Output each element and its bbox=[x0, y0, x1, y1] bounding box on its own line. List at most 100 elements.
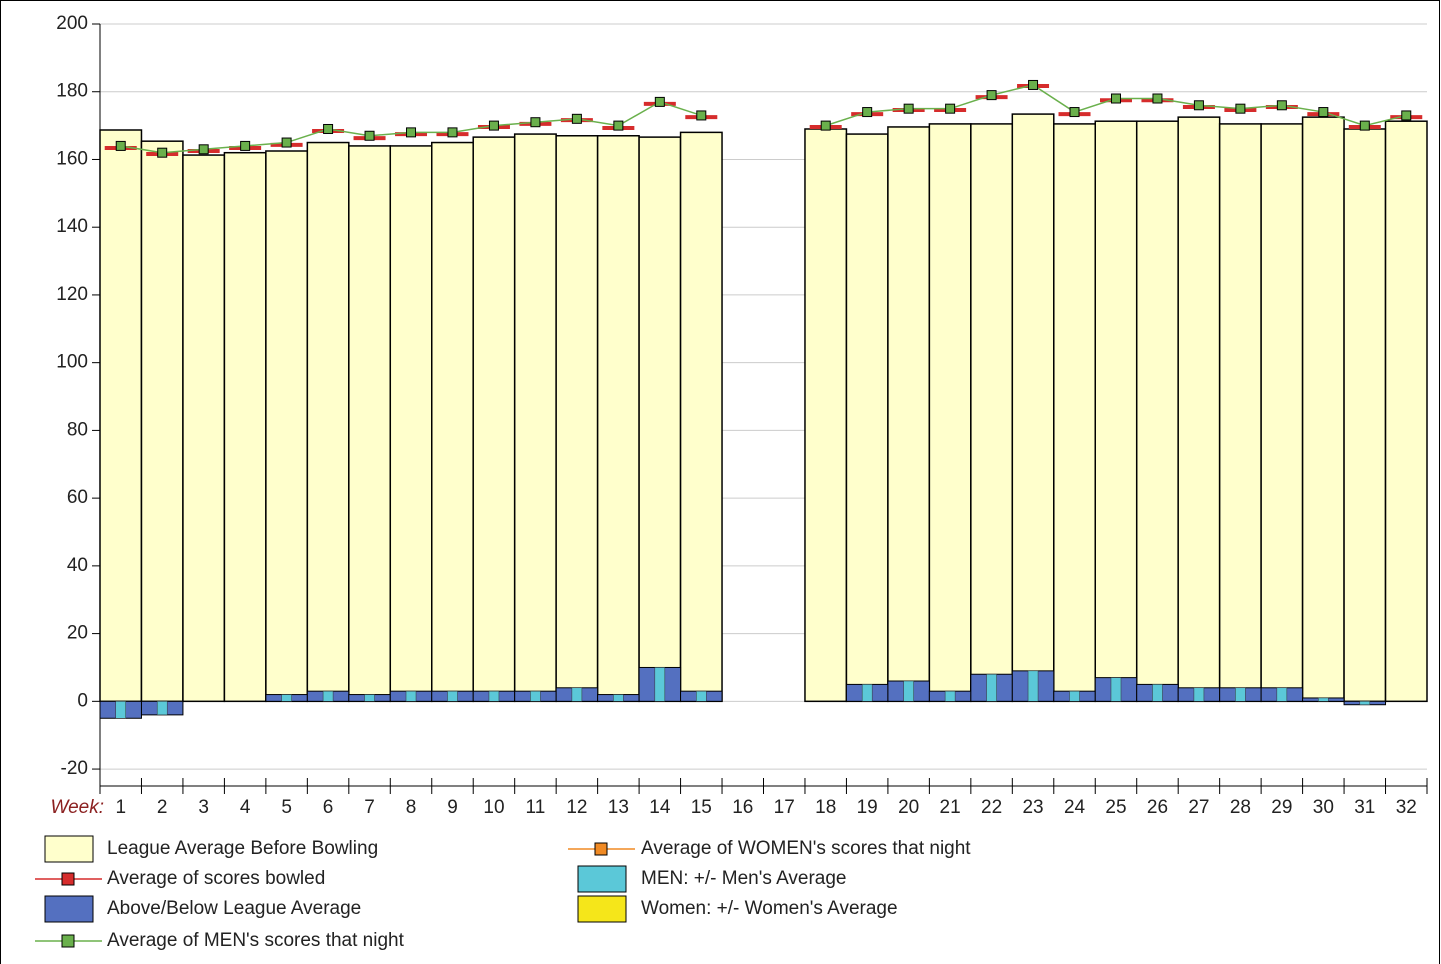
narrow-bar bbox=[488, 690, 500, 702]
league-bar bbox=[182, 154, 226, 703]
legend-label: Above/Below League Average bbox=[107, 898, 361, 919]
line-marker bbox=[613, 120, 624, 131]
league-bar bbox=[472, 136, 516, 703]
league-bar bbox=[970, 123, 1014, 703]
legend-label: MEN: +/- Men's Average bbox=[641, 868, 847, 889]
line-marker bbox=[488, 120, 499, 131]
league-bar bbox=[223, 151, 267, 703]
x-tick-label: 19 bbox=[857, 797, 878, 818]
narrow-bar bbox=[1069, 690, 1080, 702]
y-tick-label: 80 bbox=[67, 419, 88, 440]
x-tick-label: 10 bbox=[483, 797, 504, 818]
narrow-bar bbox=[530, 690, 541, 702]
line-marker bbox=[240, 140, 251, 151]
league-bar bbox=[638, 136, 682, 703]
line-marker bbox=[447, 127, 458, 138]
narrow-bar bbox=[281, 694, 292, 702]
league-bar bbox=[1343, 128, 1387, 703]
line-marker bbox=[1359, 120, 1370, 131]
narrow-bar bbox=[447, 690, 458, 702]
league-bar bbox=[1177, 116, 1221, 703]
legend-swatch bbox=[44, 895, 94, 923]
legend-label: Women: +/- Women's Average bbox=[641, 898, 898, 919]
narrow-bar bbox=[613, 694, 624, 702]
narrow-bar bbox=[1027, 670, 1039, 702]
line-marker bbox=[157, 147, 168, 158]
league-bar bbox=[1135, 120, 1179, 703]
legend-marker bbox=[61, 934, 75, 948]
y-tick-label: 180 bbox=[56, 81, 88, 102]
legend-marker bbox=[61, 872, 75, 886]
x-tick-label: 32 bbox=[1396, 797, 1417, 818]
line-marker bbox=[1318, 107, 1329, 118]
x-tick-label: 30 bbox=[1313, 797, 1334, 818]
x-tick-label: 14 bbox=[649, 797, 671, 818]
x-tick-label: 28 bbox=[1230, 797, 1251, 818]
league-bar bbox=[431, 141, 474, 703]
x-tick-label: 29 bbox=[1271, 797, 1292, 818]
x-tick-label: 16 bbox=[732, 797, 753, 818]
x-tick-label: 5 bbox=[281, 797, 292, 818]
x-tick-label: 21 bbox=[940, 797, 961, 818]
legend-swatch bbox=[577, 895, 627, 923]
y-tick-label: 20 bbox=[67, 623, 88, 644]
line-marker bbox=[1235, 103, 1246, 114]
x-tick-label: 8 bbox=[406, 797, 417, 818]
league-bar bbox=[596, 135, 640, 703]
x-tick-label: 25 bbox=[1105, 797, 1126, 818]
narrow-bar bbox=[1110, 677, 1122, 702]
league-bar bbox=[513, 133, 557, 703]
narrow-bar bbox=[903, 680, 914, 702]
narrow-bar bbox=[115, 701, 126, 719]
x-tick-label: 15 bbox=[691, 797, 712, 818]
line-marker bbox=[530, 117, 541, 128]
league-bar bbox=[306, 141, 350, 703]
line-marker bbox=[820, 120, 831, 131]
x-tick-label: 24 bbox=[1064, 797, 1086, 818]
legend-marker bbox=[594, 842, 608, 856]
x-tick-label: 18 bbox=[815, 797, 836, 818]
legend-label: League Average Before Bowling bbox=[107, 838, 378, 859]
legend-swatch bbox=[44, 835, 94, 863]
league-bar bbox=[887, 126, 931, 703]
league-bar bbox=[1053, 123, 1096, 703]
league-bar bbox=[555, 135, 599, 703]
legend-label: Average of MEN's scores that night bbox=[107, 930, 405, 951]
line-marker bbox=[198, 144, 209, 155]
league-bar bbox=[99, 129, 143, 703]
line-marker bbox=[1028, 79, 1039, 90]
x-tick-label: 11 bbox=[526, 797, 546, 818]
narrow-bar bbox=[405, 690, 417, 702]
line-marker bbox=[364, 130, 375, 141]
y-tick-label: 0 bbox=[77, 690, 88, 711]
line-marker bbox=[654, 96, 665, 107]
league-bar bbox=[1301, 116, 1345, 703]
line-marker bbox=[696, 110, 707, 121]
line-marker bbox=[571, 113, 582, 124]
y-tick-label: 60 bbox=[67, 487, 88, 508]
line-marker bbox=[1110, 93, 1121, 104]
league-bar bbox=[1218, 123, 1262, 703]
x-tick-label: 13 bbox=[608, 797, 629, 818]
y-tick-label: 40 bbox=[67, 555, 88, 576]
line-marker bbox=[281, 137, 292, 148]
x-tick-label: 7 bbox=[364, 797, 375, 818]
league-bar bbox=[1094, 120, 1138, 703]
y-tick-label: 100 bbox=[56, 352, 88, 373]
x-tick-label: 20 bbox=[898, 797, 919, 818]
x-tick-label: 3 bbox=[198, 797, 209, 818]
league-bar bbox=[1260, 123, 1304, 703]
x-tick-label: 1 bbox=[115, 797, 126, 818]
narrow-bar bbox=[861, 684, 873, 702]
narrow-bar bbox=[654, 667, 666, 702]
narrow-bar bbox=[1318, 697, 1329, 702]
x-tick-label: 23 bbox=[1022, 797, 1043, 818]
legend-swatch bbox=[577, 865, 627, 893]
line-marker bbox=[1401, 110, 1412, 121]
narrow-bar bbox=[322, 690, 334, 702]
narrow-bar bbox=[944, 690, 956, 702]
narrow-bar bbox=[571, 687, 583, 702]
y-tick-label: 120 bbox=[56, 284, 88, 305]
